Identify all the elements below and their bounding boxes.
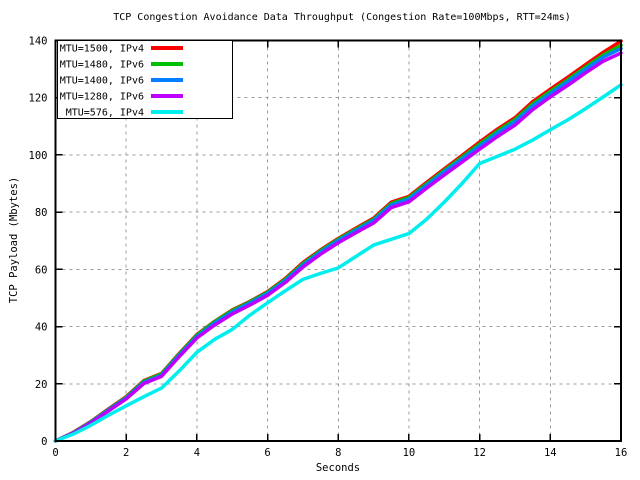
legend-label: MTU=576, IPv4	[66, 108, 144, 119]
y-tick-label: 20	[35, 379, 48, 391]
legend-box	[57, 40, 233, 119]
y-tick-label: 140	[29, 36, 48, 48]
plot-frame	[54, 39, 622, 442]
y-tick-label: 80	[35, 207, 48, 219]
legend-label: MTU=1480, IPv6	[60, 60, 144, 71]
x-tick-label: 12	[473, 447, 486, 459]
x-tick-label: 0	[52, 447, 58, 459]
legend-label: MTU=1400, IPv6	[60, 76, 144, 87]
y-tick-label: 40	[35, 322, 48, 334]
series-layer	[53, 39, 623, 443]
x-tick-label: 8	[335, 447, 341, 459]
x-tick-label: 16	[615, 447, 628, 459]
y-tick-label: 120	[29, 93, 48, 105]
x-tick-label: 10	[403, 447, 416, 459]
y-tick-label: 60	[35, 264, 48, 276]
tick-labels: 0 2 4 6 8 10 12 14 16 0 20 40 60 80 100 120 140	[29, 36, 628, 460]
grid-layer	[55, 40, 621, 441]
x-tick-label: 2	[123, 447, 129, 459]
y-tick-label: 100	[29, 150, 48, 162]
legend-label: MTU=1500, IPv4	[60, 44, 144, 55]
x-tick-label: 14	[544, 447, 557, 459]
x-tick-label: 6	[264, 447, 270, 459]
series-line-mtu-576-ipv4	[53, 83, 623, 443]
y-tick-label: 0	[41, 436, 47, 448]
legend-label: MTU=1280, IPv6	[60, 92, 144, 103]
series-line-mtu-1280-ipv6	[53, 51, 623, 443]
x-tick-label: 4	[194, 447, 200, 459]
x-axis-label: Seconds	[316, 462, 360, 474]
y-axis-label: TCP Payload (Mbytes)	[8, 177, 20, 303]
chart-title: TCP Congestion Avoidance Data Throughput…	[113, 12, 571, 23]
legend: MTU=1500, IPv4 MTU=1480, IPv6 MTU=1400, IP…	[57, 40, 233, 119]
